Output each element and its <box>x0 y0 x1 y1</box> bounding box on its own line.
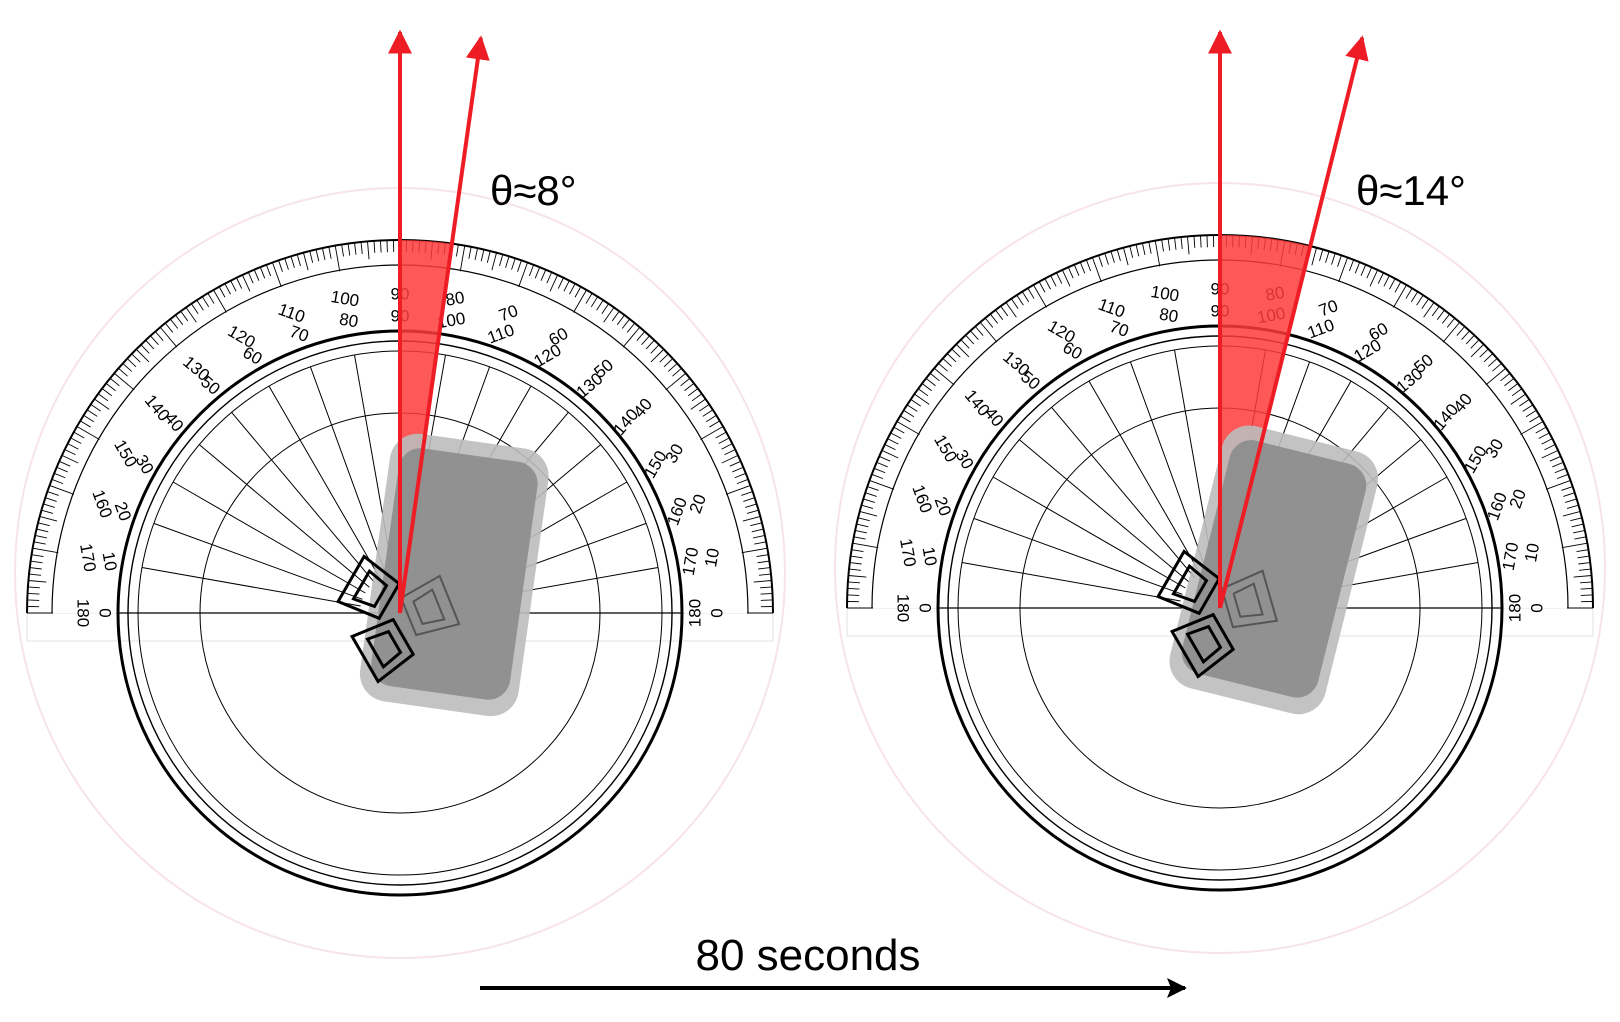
angle-label-after: θ≈14° <box>1356 167 1466 214</box>
scale-number-outer: 10 <box>1521 542 1543 564</box>
device-body <box>1181 440 1367 698</box>
scale-number-outer: 180 <box>894 594 913 622</box>
protractor-ticks <box>27 240 773 614</box>
time-caption: 80 seconds <box>695 931 920 980</box>
scale-number-inner: 10 <box>98 550 120 572</box>
scale-number-outer: 0 <box>707 608 726 617</box>
scale-number-outer: 0 <box>1527 603 1546 612</box>
scale-number-inner: 80 <box>1158 304 1180 326</box>
scale-number-outer: 170 <box>896 537 920 568</box>
scale-number-outer: 80 <box>444 288 466 310</box>
sensor-bracket-right <box>1220 569 1279 629</box>
tilt-arrow <box>1218 35 1369 609</box>
sensor-bracket-lower <box>1169 612 1236 679</box>
scale-number-inner: 0 <box>96 608 115 617</box>
scale-number-inner: 80 <box>338 309 360 331</box>
angle-label-before: θ≈8° <box>490 167 577 214</box>
scale-number-inner: 170 <box>1499 541 1523 572</box>
scale-number-outer: 100 <box>329 287 360 311</box>
scale-number-inner: 170 <box>679 546 703 577</box>
protractor-panel-before: 0180101702016030150401405013060120701108… <box>14 29 786 959</box>
scale-number-inner: 10 <box>918 545 940 567</box>
scale-number-outer: 10 <box>701 547 723 569</box>
protractor-panel-after: 0180101702016030150401405013060120701108… <box>834 29 1606 954</box>
scale-number-outer: 100 <box>1149 282 1180 306</box>
scale-number-outer: 170 <box>76 542 100 573</box>
tilt-arrow <box>398 35 490 614</box>
scale-number-inner: 180 <box>685 599 704 627</box>
scale-number-inner: 180 <box>1505 594 1524 622</box>
scale-number-outer: 180 <box>74 599 93 627</box>
scale-number-inner: 0 <box>916 603 935 612</box>
sensor-bracket-lower <box>349 617 416 684</box>
sensor-bracket-right <box>399 574 461 637</box>
